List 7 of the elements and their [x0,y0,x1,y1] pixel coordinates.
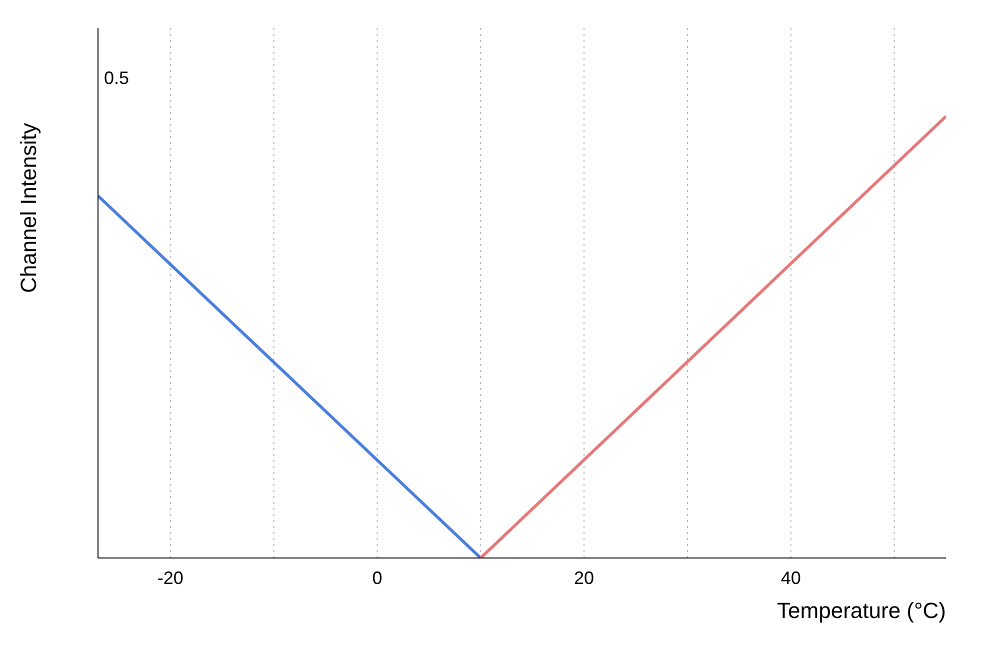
x-tick-label: -20 [157,568,184,588]
x-tick-label: 20 [574,568,594,588]
text: 0.5 [104,68,130,89]
x-tick-label: 0 [372,568,382,588]
y-axis-title: Channel Intensity [16,123,41,293]
x-axis-title: Temperature (°C) [777,598,946,623]
x-tick-label: 40 [780,568,801,588]
